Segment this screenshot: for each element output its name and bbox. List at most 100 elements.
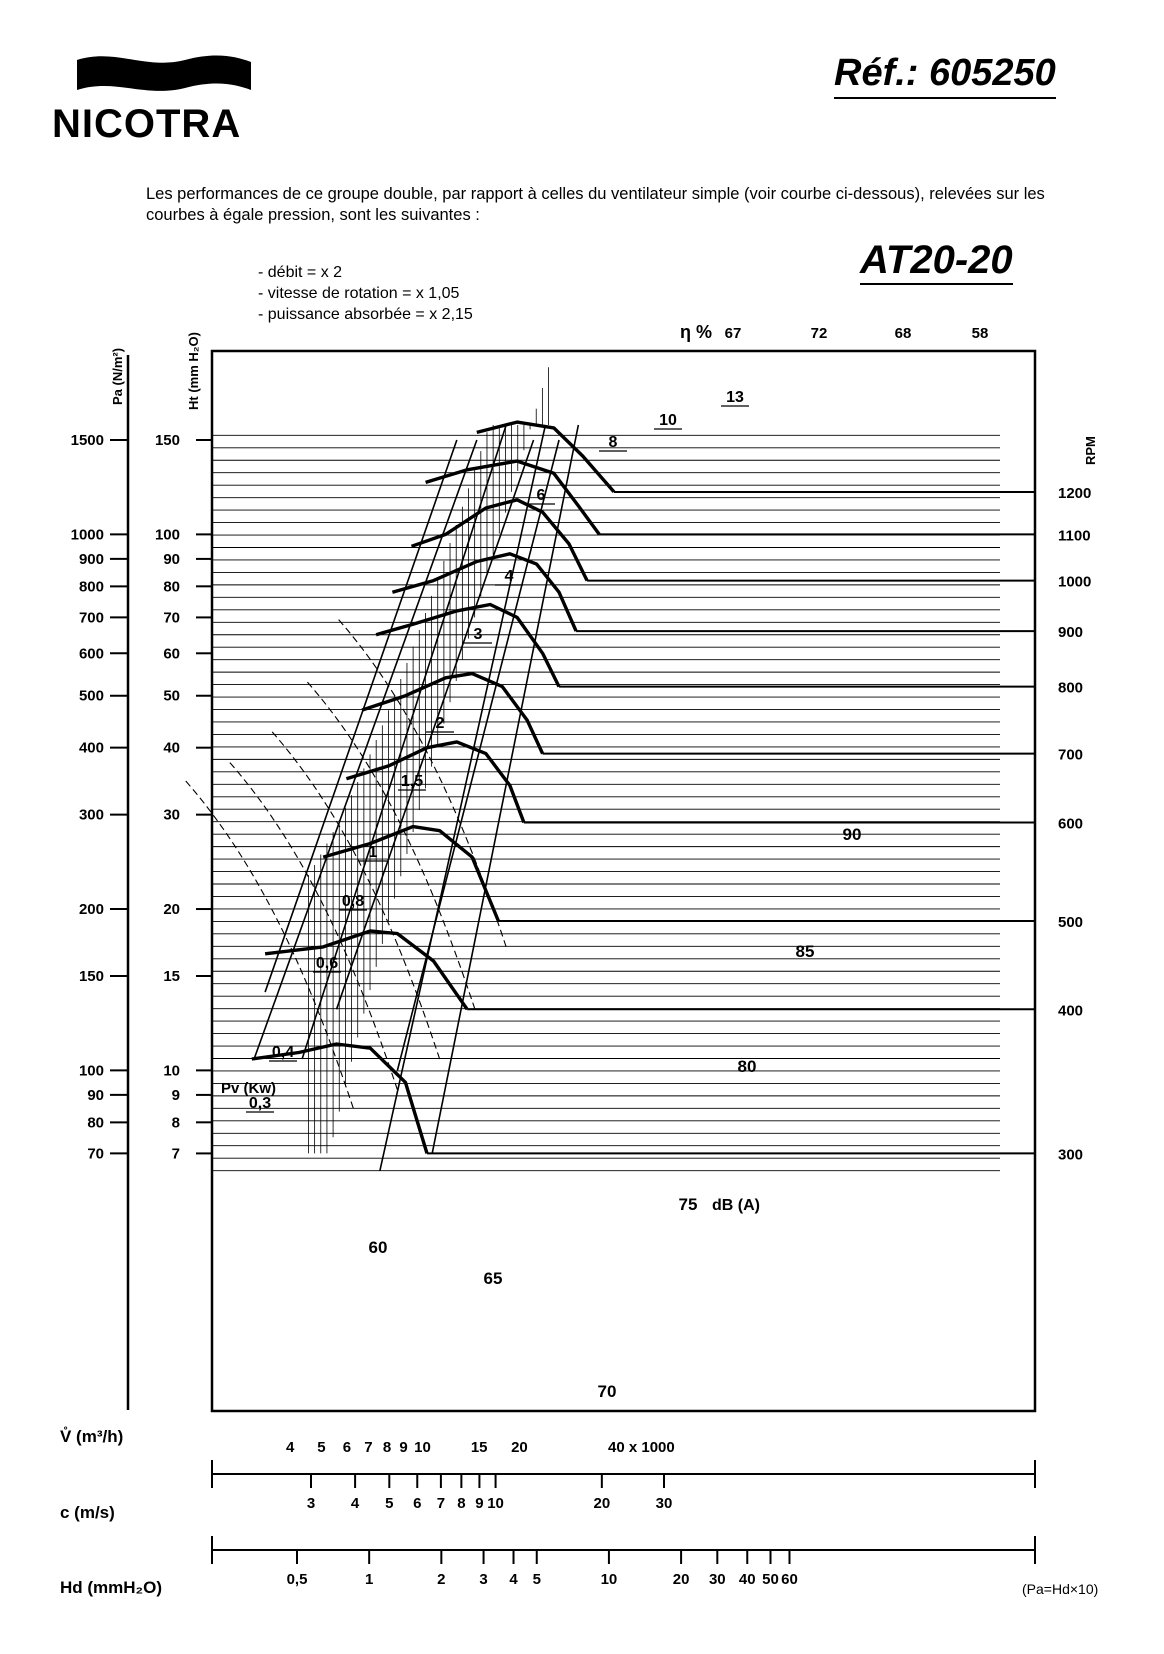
v-tick-label: 7 <box>364 1439 372 1456</box>
rpm-curve-800 <box>375 602 561 688</box>
v-tick-label: 9 <box>399 1439 407 1456</box>
power-value: 3 <box>474 626 483 643</box>
performance-facts: - débit = x 2 - vitesse de rotation = x … <box>258 262 473 325</box>
rpm-tick-label: 400 <box>1058 1002 1083 1019</box>
pa-tick-label: 100 <box>79 1062 104 1079</box>
ht-tick-label: 50 <box>163 688 180 705</box>
noise-value: 70 <box>598 1382 617 1401</box>
rpm-axis-label: RPM <box>1083 436 1098 465</box>
hd-tick-label: 60 <box>781 1571 798 1588</box>
ht-tick-label: 15 <box>163 968 180 985</box>
rpm-tick-label: 1100 <box>1058 527 1091 544</box>
efficiency-value: 67 <box>725 325 742 342</box>
v-tick-label: 6 <box>343 1439 351 1456</box>
pa-tick-label: 800 <box>79 578 104 595</box>
pa-tick-label: 900 <box>79 551 104 568</box>
power-value: 1,5 <box>401 773 423 790</box>
v-tick-label: 15 <box>471 1439 488 1456</box>
rpm-tick-label: 1000 <box>1058 574 1091 591</box>
fact-flow: - débit = x 2 <box>258 264 343 281</box>
rpm-curve-700 <box>361 671 545 755</box>
hd-tick-label: 3 <box>479 1571 487 1588</box>
rpm-curve-400 <box>264 929 469 1011</box>
power-value: 0,3 <box>249 1095 271 1112</box>
noise-label: dB (A) <box>712 1197 760 1214</box>
efficiency-label: η % <box>680 322 712 342</box>
hd-tick-label: 40 <box>739 1571 756 1588</box>
pa-tick-label: 1500 <box>71 432 104 449</box>
c-axis-label: c (m/s) <box>60 1503 115 1522</box>
ht-tick-label: 70 <box>163 609 180 626</box>
c-tick-label: 4 <box>351 1495 360 1512</box>
pa-axis-label: Pa (N/m²) <box>110 348 125 405</box>
efficiency-line <box>335 439 535 1010</box>
ht-tick-label: 7 <box>172 1145 180 1162</box>
rpm-curve-1000 <box>410 498 589 582</box>
v-tick-label: 4 <box>286 1439 295 1456</box>
rpm-curve-600 <box>345 740 526 824</box>
power-value: 2 <box>436 715 445 732</box>
ht-tick-label: 80 <box>163 578 180 595</box>
c-tick-label: 6 <box>413 1495 421 1512</box>
efficiency-line <box>431 424 580 1154</box>
rpm-curve-300 <box>251 1042 429 1154</box>
pa-tick-label: 80 <box>87 1114 104 1131</box>
ht-tick-label: 40 <box>163 740 180 757</box>
ht-tick-label: 20 <box>163 901 180 918</box>
noise-value: 85 <box>796 942 815 961</box>
v-tick-label: 5 <box>317 1439 325 1456</box>
power-value: 10 <box>659 412 677 429</box>
hd-tick-label: 10 <box>601 1571 618 1588</box>
noise-curve <box>269 728 441 1060</box>
power-value: 0,6 <box>316 955 338 972</box>
ht-tick-label: 90 <box>163 551 180 568</box>
brand-logo: NICOTRA <box>52 102 242 146</box>
v-axis-label: V̊ (m³/h) <box>60 1427 123 1446</box>
hd-tick-label: 30 <box>709 1571 726 1588</box>
noise-curve <box>182 777 354 1109</box>
pa-tick-label: 700 <box>79 609 104 626</box>
noise-value: 80 <box>738 1057 757 1076</box>
pa-tick-label: 1000 <box>71 526 104 543</box>
efficiency-value: 58 <box>972 325 989 342</box>
fact-speed: - vitesse de rotation = x 1,05 <box>258 285 460 302</box>
pa-tick-label: 500 <box>79 688 104 705</box>
rpm-tick-label: 1200 <box>1058 485 1091 502</box>
hd-axis-note: (Pa=Hd×10) <box>1022 1581 1098 1597</box>
rpm-curve-500 <box>322 824 500 922</box>
v-tick-label: 8 <box>383 1439 391 1456</box>
efficiency-line <box>396 439 560 1071</box>
hd-tick-label: 1 <box>365 1571 373 1588</box>
noise-curve <box>226 759 398 1090</box>
v-tick-label: 40 x 1000 <box>608 1439 675 1456</box>
efficiency-value: 72 <box>811 325 828 342</box>
efficiency-line <box>301 424 507 1060</box>
pa-tick-label: 90 <box>87 1087 104 1104</box>
ht-tick-label: 9 <box>172 1087 180 1104</box>
pa-tick-label: 70 <box>87 1145 104 1162</box>
pa-tick-label: 600 <box>79 645 104 662</box>
model-title: AT20-20 <box>860 238 1013 285</box>
efficiency-line <box>253 439 478 1060</box>
rpm-tick-label: 800 <box>1058 680 1083 697</box>
rpm-tick-label: 600 <box>1058 816 1083 833</box>
ht-axis-label: Ht (mm H₂O) <box>186 332 201 410</box>
ht-tick-label: 10 <box>163 1062 180 1079</box>
power-value: 6 <box>537 487 546 504</box>
pa-tick-label: 300 <box>79 807 104 824</box>
hd-axis-label: Hd (mmH₂O) <box>60 1578 162 1597</box>
power-value: 1 <box>369 844 378 861</box>
c-tick-label: 30 <box>656 1495 673 1512</box>
efficiency-line <box>264 439 458 993</box>
noise-value: 65 <box>484 1269 503 1288</box>
power-value: 0,4 <box>272 1044 294 1061</box>
brand-wave-logo <box>75 52 253 101</box>
hd-tick-label: 0,5 <box>287 1571 308 1588</box>
v-tick-label: 20 <box>511 1439 528 1456</box>
ht-tick-label: 8 <box>172 1114 180 1131</box>
plot-frame <box>210 349 1037 1413</box>
hd-tick-label: 5 <box>533 1571 541 1588</box>
hd-tick-label: 2 <box>437 1571 445 1588</box>
reference-number: Réf.: 605250 <box>834 52 1056 99</box>
pa-tick-label: 150 <box>79 968 104 985</box>
